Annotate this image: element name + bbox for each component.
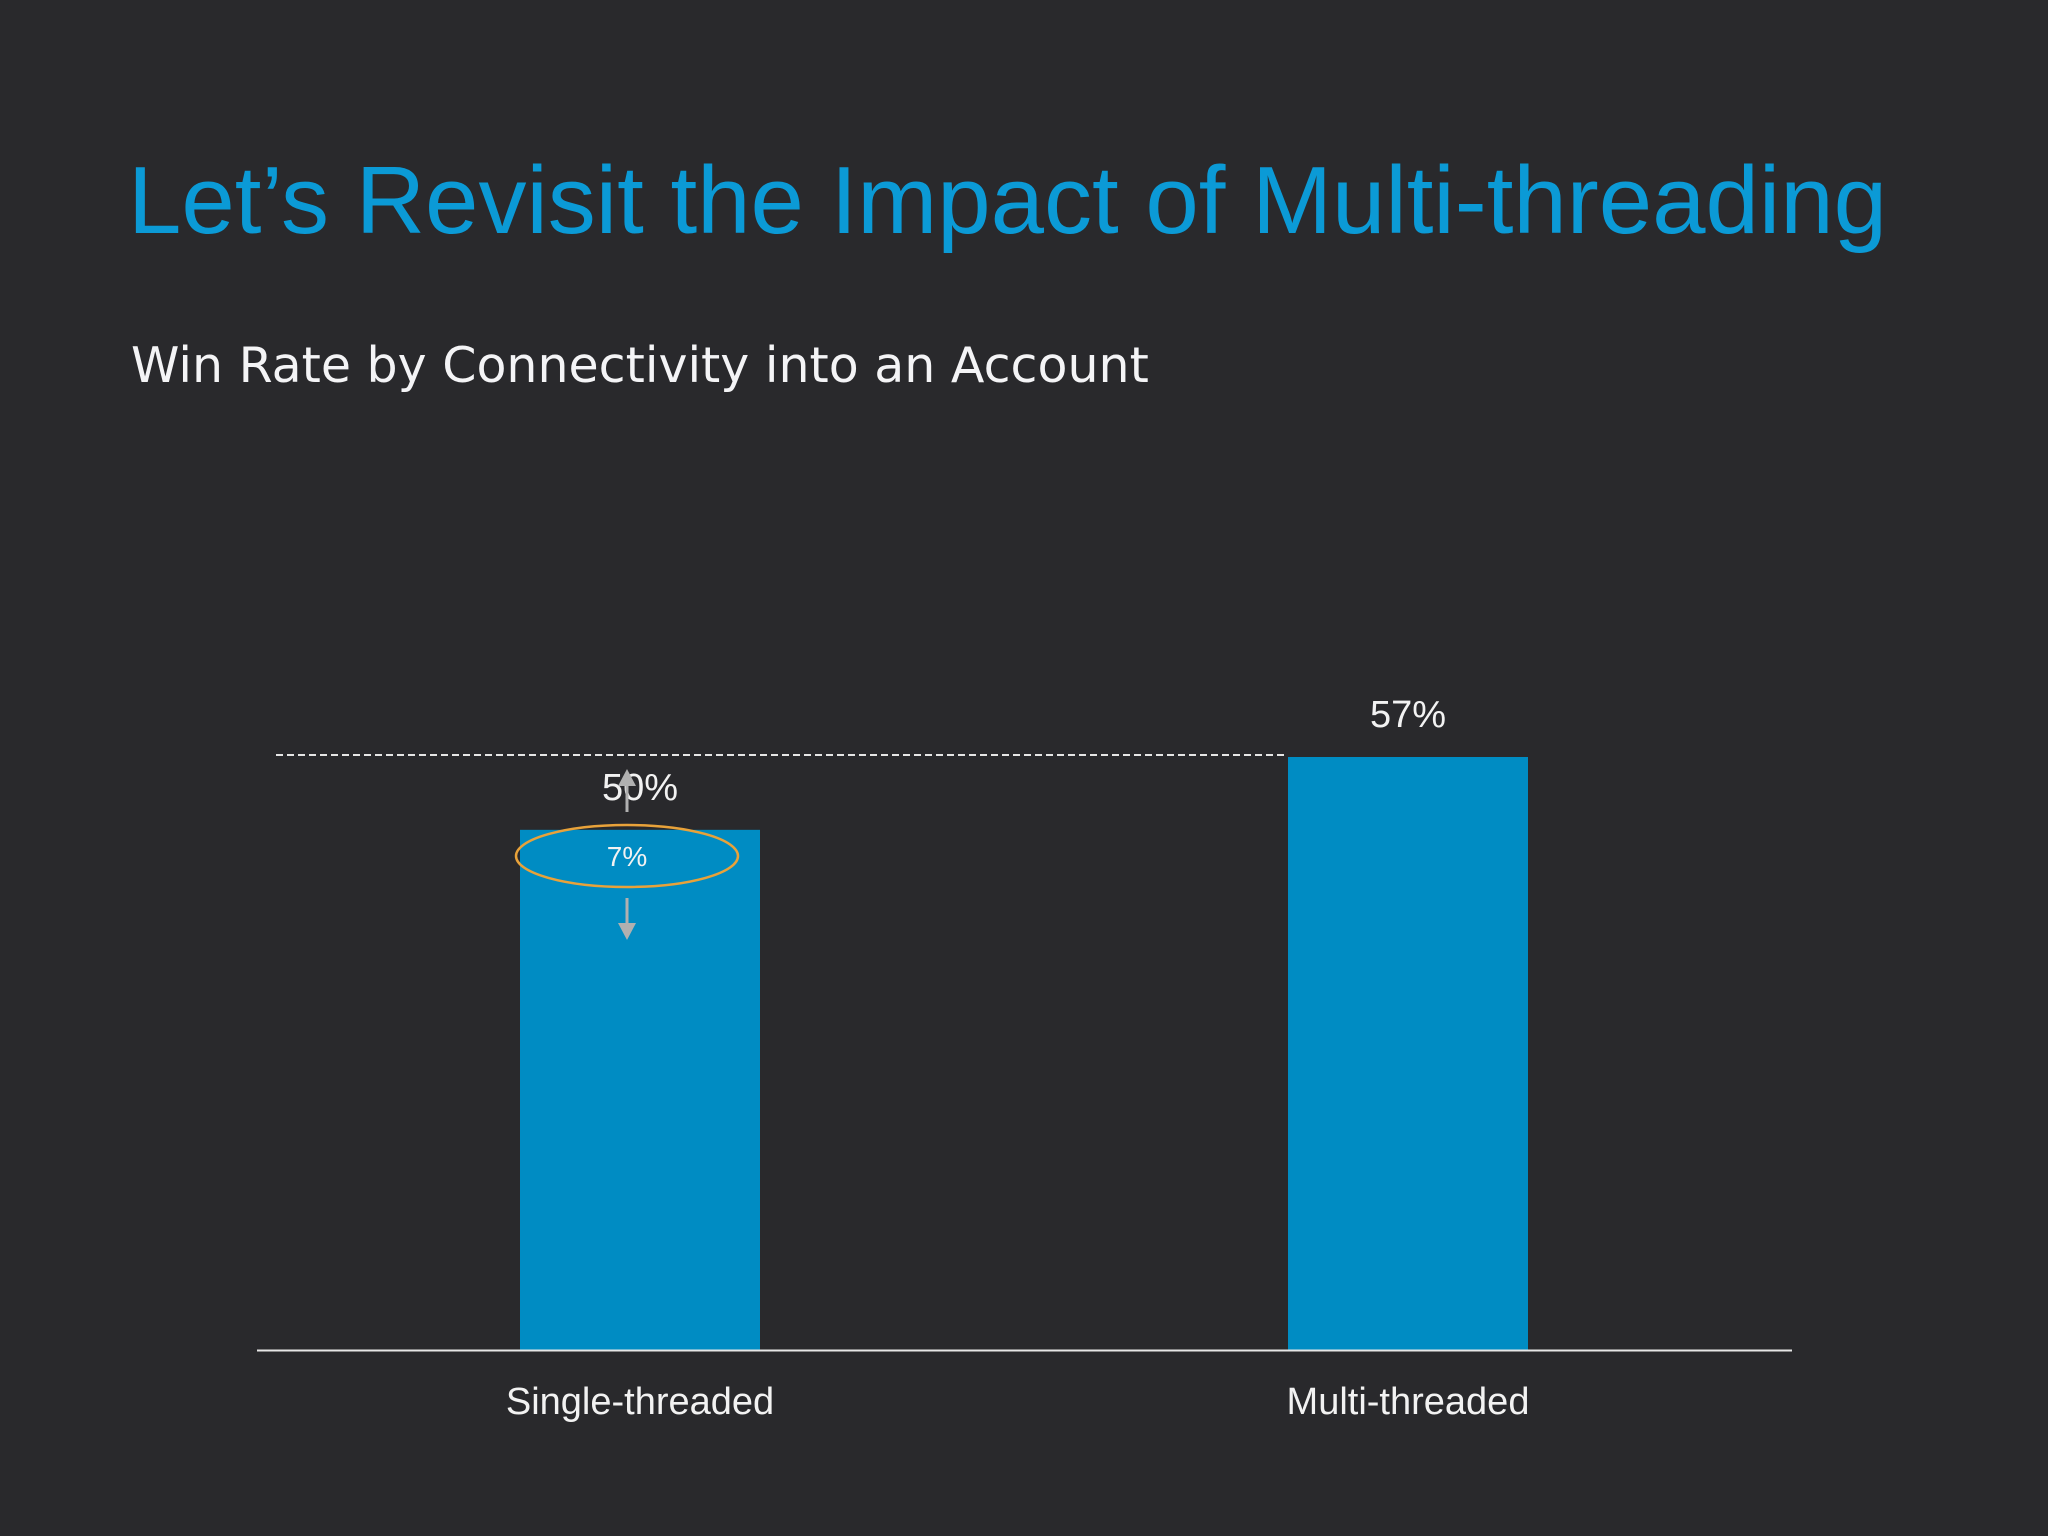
category-label-single-threaded: Single-threaded [506, 1381, 774, 1423]
data-label-multi-threaded: 57% [1370, 694, 1446, 736]
difference-label: 7% [607, 841, 647, 872]
slide-title: Let’s Revisit the Impact of Multi-thread… [128, 147, 1888, 254]
bar-single-threaded [520, 829, 760, 1350]
chart-subtitle: Win Rate by Connectivity into an Account [131, 337, 1149, 394]
category-label-multi-threaded: Multi-threaded [1287, 1381, 1530, 1423]
bar-multi-threaded [1288, 757, 1528, 1350]
arrow-down-icon [618, 923, 636, 940]
arrow-up-icon [618, 769, 636, 786]
difference-ellipse [514, 823, 740, 889]
data-label-single-threaded: 50% [602, 767, 678, 809]
